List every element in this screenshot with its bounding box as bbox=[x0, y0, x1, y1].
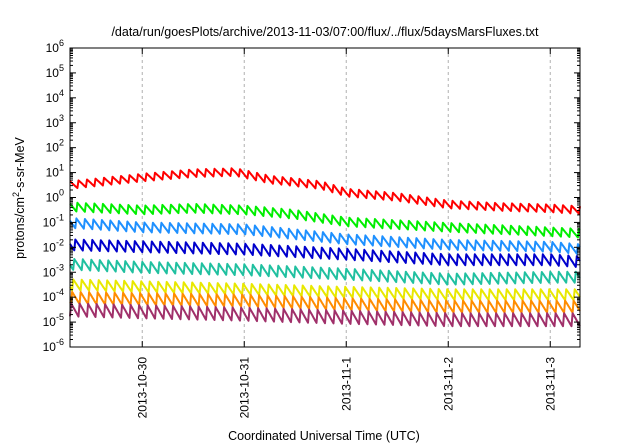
y-tick-label: 101 bbox=[46, 163, 64, 180]
y-tick-base: 10 bbox=[43, 240, 57, 254]
y-axis-label: protons/cm2-s-sr-MeV bbox=[11, 136, 27, 258]
y-tick-exponent: -2 bbox=[56, 237, 64, 247]
series-line bbox=[69, 238, 581, 268]
y-tick-exponent: 5 bbox=[59, 63, 64, 73]
y-tick-base: 10 bbox=[46, 166, 60, 180]
series-line bbox=[69, 201, 581, 239]
y-tick-label: 10-5 bbox=[43, 312, 64, 329]
y-axis-label-rest: -s-sr-MeV bbox=[13, 136, 27, 192]
y-tick-base: 10 bbox=[43, 215, 57, 229]
y-tick-base: 10 bbox=[43, 290, 57, 304]
x-grid bbox=[141, 48, 551, 347]
y-tick-exponent: 1 bbox=[59, 163, 64, 173]
chart-title: /data/run/goesPlots/archive/2013-11-03/0… bbox=[111, 25, 539, 39]
series-group bbox=[69, 167, 581, 328]
y-tick-exponent: -4 bbox=[56, 287, 64, 297]
series-line bbox=[69, 217, 581, 255]
series-line bbox=[69, 302, 581, 328]
y-tick-label: 10-6 bbox=[43, 337, 64, 354]
y-tick-base: 10 bbox=[43, 315, 57, 329]
y-tick-label: 10-2 bbox=[43, 237, 64, 254]
y-tick-exponent: 3 bbox=[59, 113, 64, 123]
y-tick-exponent: -5 bbox=[56, 312, 64, 322]
y-tick-exponent: 4 bbox=[59, 88, 64, 98]
y-axis-label-superscript: 2 bbox=[11, 192, 21, 197]
y-tick-label: 103 bbox=[46, 113, 64, 130]
y-tick-exponent: -1 bbox=[56, 212, 64, 222]
y-tick-exponent: 6 bbox=[59, 38, 64, 48]
y-tick-base: 10 bbox=[43, 265, 57, 279]
x-tick-label: 2013-11-3 bbox=[543, 357, 557, 411]
y-tick-label: 10-3 bbox=[43, 262, 64, 279]
y-tick-base: 10 bbox=[46, 66, 60, 80]
series-line bbox=[69, 290, 581, 314]
series-line bbox=[69, 258, 581, 286]
y-tick-exponent: -3 bbox=[56, 262, 64, 272]
x-axis-label: Coordinated Universal Time (UTC) bbox=[228, 429, 420, 443]
y-tick-label: 10-1 bbox=[43, 212, 64, 229]
y-tick-base: 10 bbox=[43, 340, 57, 354]
x-axis: 2013-10-30 2013-10-31 2013-11-1 2013-11-2 20… bbox=[135, 48, 557, 418]
y-tick-base: 10 bbox=[46, 191, 60, 205]
y-tick-label: 100 bbox=[46, 188, 64, 205]
y-axis: 10-610-510-410-310-210-11001011021031041… bbox=[43, 38, 580, 354]
y-tick-label: 105 bbox=[46, 63, 64, 80]
y-tick-exponent: -6 bbox=[56, 337, 64, 347]
y-tick-label: 106 bbox=[46, 38, 64, 55]
y-tick-base: 10 bbox=[46, 116, 60, 130]
y-tick-label: 102 bbox=[46, 138, 64, 155]
y-tick-base: 10 bbox=[46, 141, 60, 155]
y-tick-label: 104 bbox=[46, 88, 64, 105]
x-tick-label: 2013-11-2 bbox=[441, 357, 455, 411]
series-line bbox=[69, 278, 581, 302]
y-tick-exponent: 2 bbox=[59, 138, 64, 148]
x-tick-label: 2013-10-31 bbox=[237, 357, 251, 419]
x-tick-label: 2013-11-1 bbox=[339, 357, 353, 411]
y-tick-exponent: 0 bbox=[59, 188, 64, 198]
series-line bbox=[69, 167, 581, 215]
y-tick-label: 10-4 bbox=[43, 287, 64, 304]
y-axis-label-main: protons/cm bbox=[13, 197, 27, 259]
y-tick-base: 10 bbox=[46, 41, 60, 55]
y-tick-base: 10 bbox=[46, 91, 60, 105]
x-tick-label: 2013-10-30 bbox=[135, 357, 149, 419]
